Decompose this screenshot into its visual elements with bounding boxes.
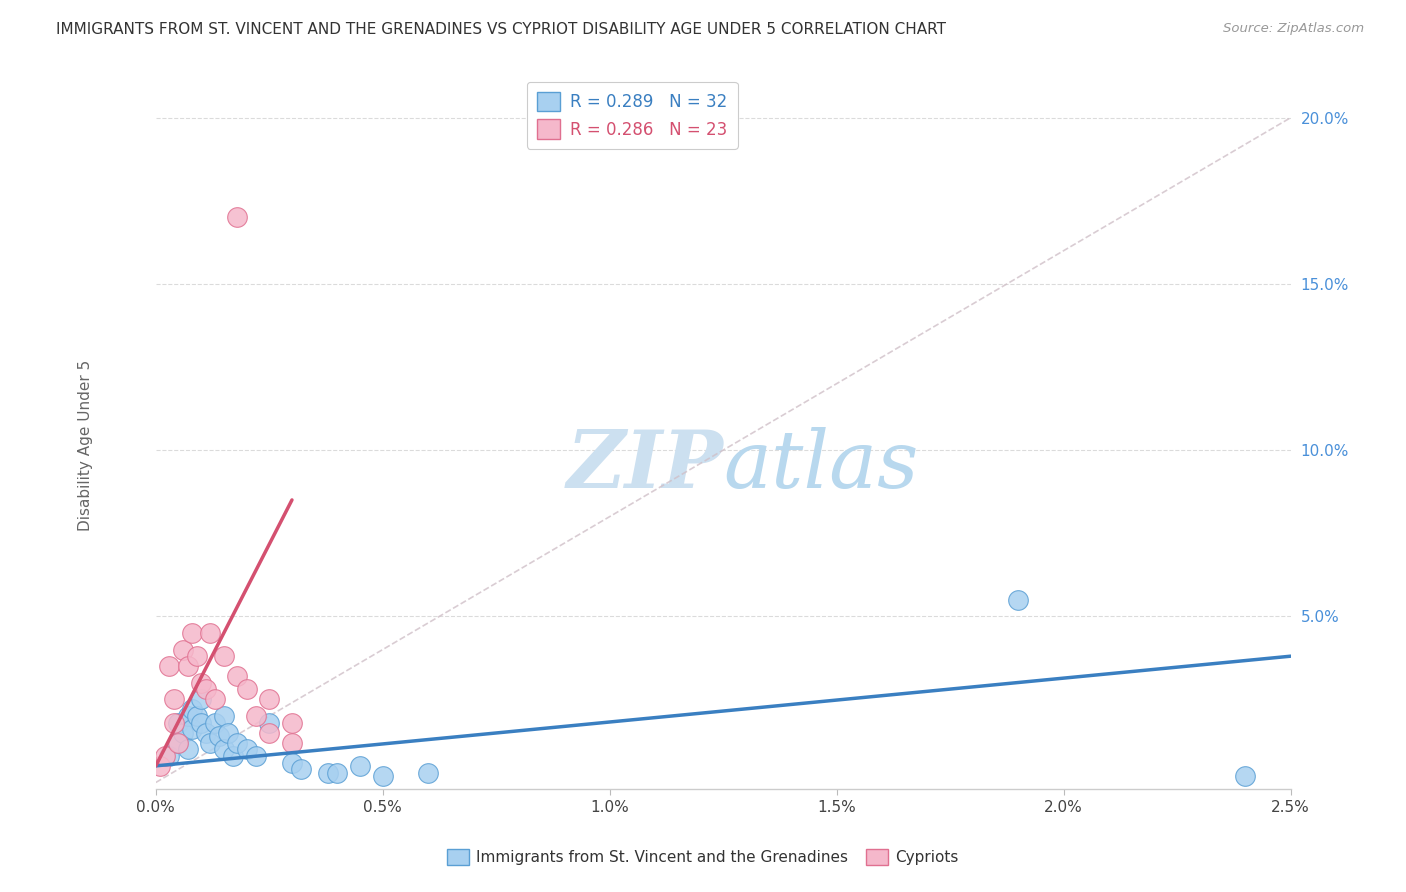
Point <box>167 715 190 730</box>
Point <box>235 742 257 756</box>
Point <box>326 765 349 780</box>
Point <box>212 742 235 756</box>
Point <box>186 709 208 723</box>
Point <box>290 762 312 776</box>
Point <box>157 748 180 763</box>
Legend: R = 0.289   N = 32, R = 0.286   N = 23: R = 0.289 N = 32, R = 0.286 N = 23 <box>527 82 738 149</box>
Point <box>204 715 226 730</box>
Point <box>208 729 231 743</box>
Point <box>190 675 212 690</box>
Text: ZIP: ZIP <box>567 427 723 505</box>
Point <box>163 715 186 730</box>
Y-axis label: Disability Age Under 5: Disability Age Under 5 <box>79 359 93 531</box>
Point <box>181 702 204 716</box>
Point <box>245 709 267 723</box>
Point <box>212 709 235 723</box>
Legend: Immigrants from St. Vincent and the Grenadines, Cypriots: Immigrants from St. Vincent and the Gren… <box>441 843 965 871</box>
Text: atlas: atlas <box>723 427 918 505</box>
Point <box>163 692 186 706</box>
Point <box>204 692 226 706</box>
Point <box>222 748 245 763</box>
Point <box>349 759 371 773</box>
Point <box>316 765 339 780</box>
Point <box>194 682 217 697</box>
Point <box>235 682 257 697</box>
Point <box>181 723 204 737</box>
Point <box>157 659 180 673</box>
Text: IMMIGRANTS FROM ST. VINCENT AND THE GRENADINES VS CYPRIOT DISABILITY AGE UNDER 5: IMMIGRANTS FROM ST. VINCENT AND THE GREN… <box>56 22 946 37</box>
Point <box>167 736 190 750</box>
Point <box>149 759 172 773</box>
Point <box>418 765 440 780</box>
Point <box>190 692 212 706</box>
Point <box>281 736 304 750</box>
Point <box>153 748 176 763</box>
Point <box>226 736 249 750</box>
Point <box>217 725 239 739</box>
Point <box>167 736 190 750</box>
Point <box>181 626 204 640</box>
Text: Source: ZipAtlas.com: Source: ZipAtlas.com <box>1223 22 1364 36</box>
Point <box>200 736 222 750</box>
Point <box>1007 592 1029 607</box>
Point <box>226 669 249 683</box>
Point <box>194 725 217 739</box>
Point <box>1234 769 1257 783</box>
Point <box>190 715 212 730</box>
Point <box>226 211 249 225</box>
Point <box>200 626 222 640</box>
Point <box>176 659 198 673</box>
Point <box>212 649 235 664</box>
Point <box>186 649 208 664</box>
Point <box>281 756 304 770</box>
Point <box>371 769 394 783</box>
Point <box>259 715 281 730</box>
Point <box>176 742 198 756</box>
Point <box>172 642 194 657</box>
Point <box>245 748 267 763</box>
Point <box>176 709 198 723</box>
Point <box>259 725 281 739</box>
Point <box>281 715 304 730</box>
Point <box>172 725 194 739</box>
Point <box>259 692 281 706</box>
